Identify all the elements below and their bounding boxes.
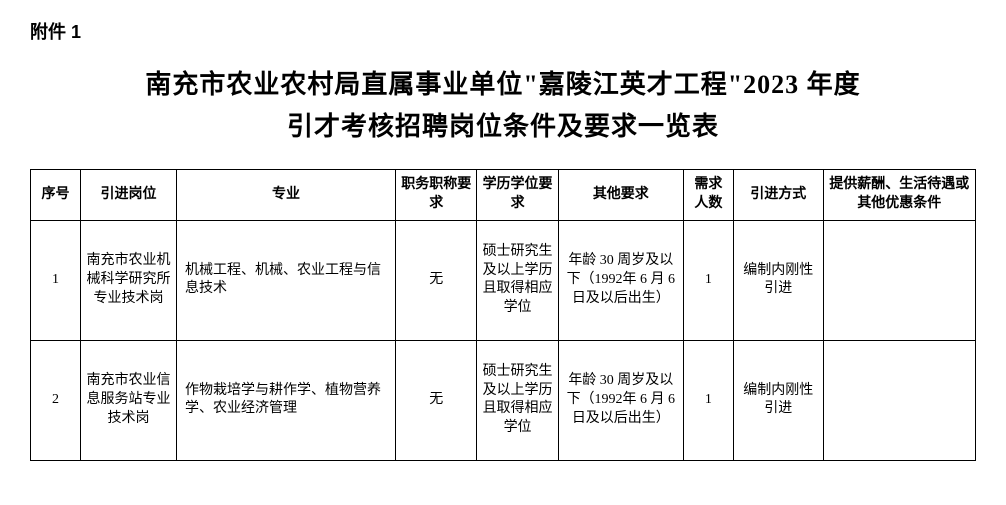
cell-edu-req: 硕士研究生及以上学历且取得相应学位 <box>477 340 558 460</box>
cell-benefit <box>823 220 975 340</box>
title-block: 南充市农业农村局直属事业单位"嘉陵江英才工程"2023 年度 引才考核招聘岗位条… <box>30 64 976 147</box>
cell-major: 机械工程、机械、农业工程与信息技术 <box>177 220 396 340</box>
header-benefit: 提供薪酬、生活待遇或其他优惠条件 <box>823 170 975 221</box>
title-line-2: 引才考核招聘岗位条件及要求一览表 <box>30 106 976 148</box>
attachment-label: 附件 1 <box>30 18 976 44</box>
header-edu-req: 学历学位要求 <box>477 170 558 221</box>
header-title-req: 职务职称要求 <box>396 170 477 221</box>
cell-title-req: 无 <box>396 220 477 340</box>
cell-method: 编制内刚性引进 <box>733 340 823 460</box>
cell-post: 南充市农业信息服务站专业技术岗 <box>81 340 177 460</box>
header-num: 需求人数 <box>683 170 733 221</box>
cell-other-req: 年龄 30 周岁及以下（1992年 6 月 6 日及以后出生） <box>558 220 683 340</box>
cell-num: 1 <box>683 340 733 460</box>
cell-seq: 2 <box>31 340 81 460</box>
table-row: 1 南充市农业机械科学研究所专业技术岗 机械工程、机械、农业工程与信息技术 无 … <box>31 220 976 340</box>
cell-seq: 1 <box>31 220 81 340</box>
cell-method: 编制内刚性引进 <box>733 220 823 340</box>
cell-num: 1 <box>683 220 733 340</box>
cell-major: 作物栽培学与耕作学、植物营养学、农业经济管理 <box>177 340 396 460</box>
cell-other-req: 年龄 30 周岁及以下（1992年 6 月 6 日及以后出生） <box>558 340 683 460</box>
title-line-1: 南充市农业农村局直属事业单位"嘉陵江英才工程"2023 年度 <box>30 64 976 106</box>
table-row: 2 南充市农业信息服务站专业技术岗 作物栽培学与耕作学、植物营养学、农业经济管理… <box>31 340 976 460</box>
cell-edu-req: 硕士研究生及以上学历且取得相应学位 <box>477 220 558 340</box>
header-major: 专业 <box>177 170 396 221</box>
header-post: 引进岗位 <box>81 170 177 221</box>
table-header-row: 序号 引进岗位 专业 职务职称要求 学历学位要求 其他要求 需求人数 引进方式 … <box>31 170 976 221</box>
header-other-req: 其他要求 <box>558 170 683 221</box>
header-seq: 序号 <box>31 170 81 221</box>
cell-post: 南充市农业机械科学研究所专业技术岗 <box>81 220 177 340</box>
cell-benefit <box>823 340 975 460</box>
cell-title-req: 无 <box>396 340 477 460</box>
header-method: 引进方式 <box>733 170 823 221</box>
job-table: 序号 引进岗位 专业 职务职称要求 学历学位要求 其他要求 需求人数 引进方式 … <box>30 169 976 461</box>
